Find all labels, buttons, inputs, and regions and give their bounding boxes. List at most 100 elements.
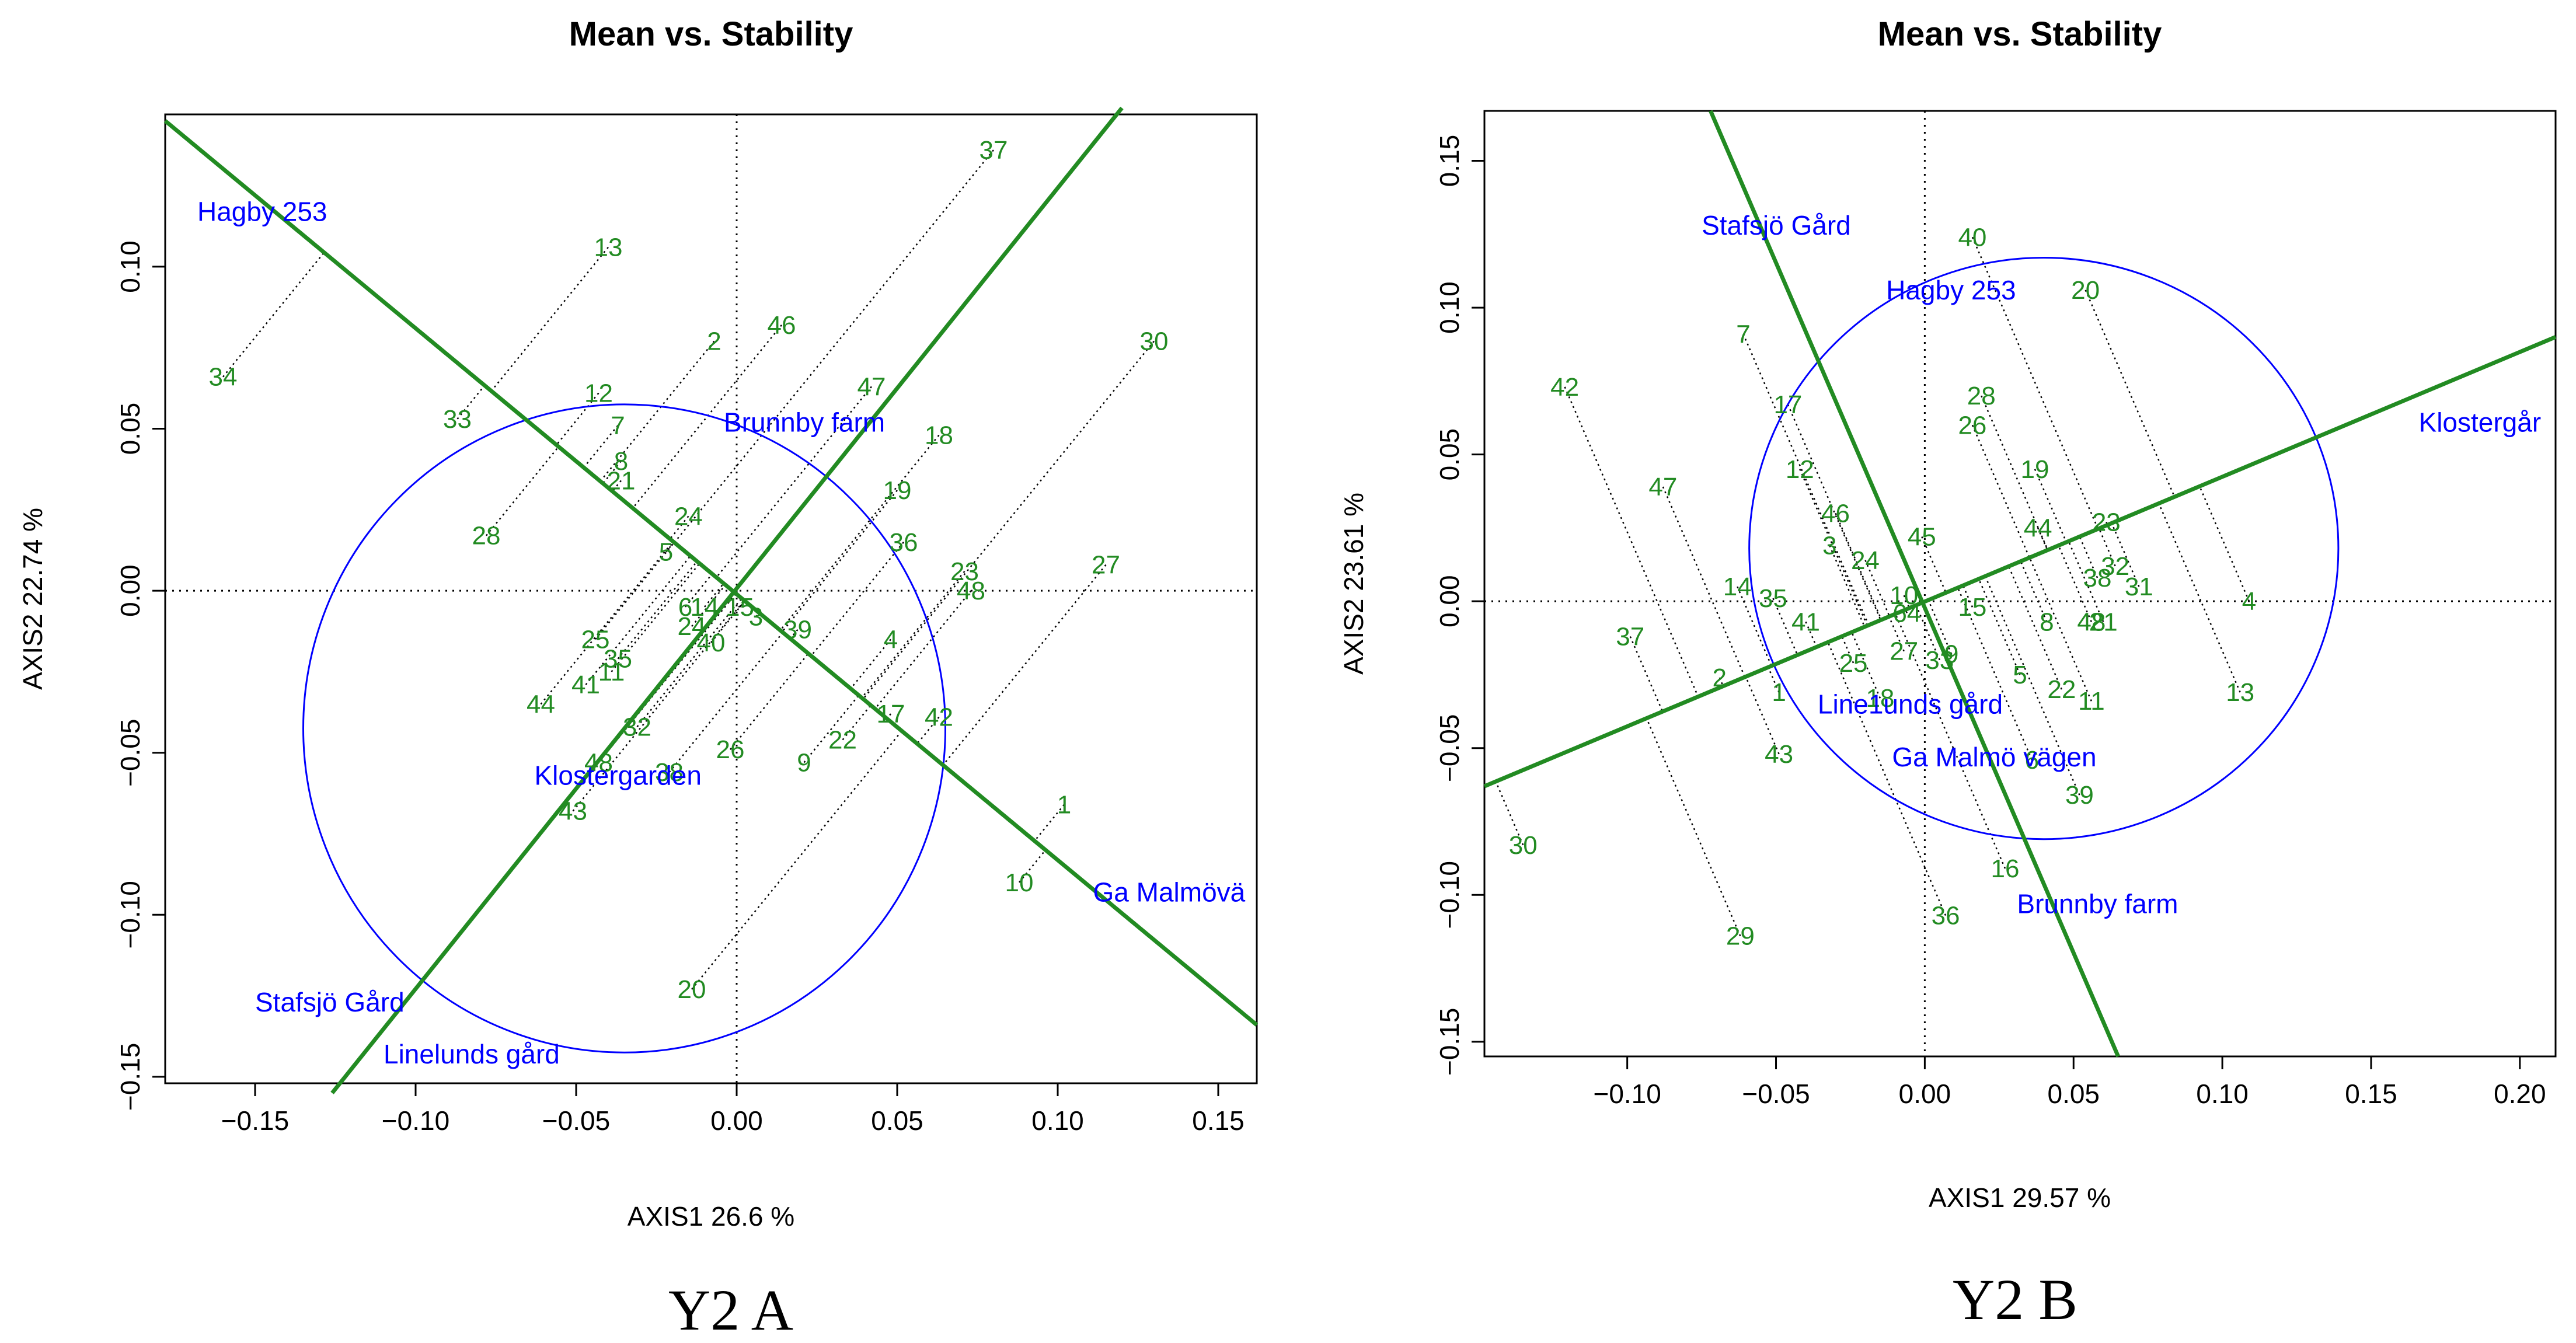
projection-line [665, 542, 675, 553]
environment-label: Brunnby farm [2017, 888, 2178, 919]
projection-line [685, 573, 713, 608]
projection-line [789, 629, 799, 639]
y-tick-label: −0.15 [1434, 1008, 1465, 1076]
genotype-label: 46 [1821, 499, 1850, 528]
projection-line [1799, 469, 1868, 626]
genotype-label: 39 [783, 616, 812, 644]
genotype-label: 48 [957, 577, 985, 605]
genotype-label: 16 [1991, 854, 2020, 883]
projection-line [583, 425, 619, 468]
x-tick-label: 0.05 [2047, 1079, 2100, 1109]
genotype-label: 41 [571, 671, 600, 699]
panel-y2a: Mean vs. Stability −0.15 −0.10 −0.05 0.00 0.… [18, 15, 1259, 1342]
genotype-label: 47 [1648, 473, 1677, 501]
genotype-label: 27 [1092, 551, 1120, 580]
projection-line [1978, 578, 2021, 675]
genotype-label: 2 [1712, 664, 1726, 692]
genotype-label: 13 [594, 233, 623, 262]
environment-label: Stafsjö Gård [1702, 210, 1851, 240]
genotype-label: 30 [1509, 831, 1538, 860]
projection-line [572, 599, 745, 812]
genotype-label: 24 [674, 502, 703, 531]
genotype-label: 42 [925, 703, 953, 732]
genotype-label: 36 [890, 528, 918, 557]
projection-line [540, 540, 674, 705]
genotype-label: 41 [1791, 608, 1820, 636]
projection-line [2007, 566, 2063, 690]
projection-line [810, 542, 904, 657]
projection-line [2084, 289, 2176, 497]
genotype-label: 3 [749, 603, 763, 632]
genotype-label: 26 [1958, 411, 1986, 439]
y-tick-label: 0.00 [115, 564, 145, 617]
environment-label: Ga Malmövä [1093, 877, 1246, 907]
genotype-label: 15 [1958, 593, 1986, 622]
projection-line [668, 632, 784, 773]
projection-line [556, 392, 599, 446]
genotype-label: 24 [678, 612, 706, 641]
y-tick-label: 0.00 [1434, 575, 1465, 627]
environment-label: Hagby 253 [197, 197, 327, 227]
x-axis-label-a: AXIS1 26.6 % [628, 1201, 794, 1232]
projection-line [674, 149, 994, 543]
genotype-label: 17 [1773, 390, 1802, 419]
genotype-label: 2 [707, 327, 721, 356]
ate-line [163, 119, 1259, 1027]
reference-circle [302, 403, 946, 1054]
projection-line [755, 612, 760, 618]
y-tick-label: −0.05 [115, 719, 145, 787]
genotype-label: 34 [209, 363, 238, 392]
projection-line [1835, 512, 1883, 620]
genotype-label: 9 [1944, 640, 1958, 669]
axis-zero-lines-a [165, 114, 1257, 1083]
projection-line [2111, 522, 2140, 587]
genotype-label: 10 [1890, 581, 1918, 610]
y-tick-label: 0.15 [1434, 135, 1465, 187]
genotype-label: 6 [678, 593, 692, 622]
environment-labels-b: Stafsjö Gård Hagby 253 Klostergår Line1unds… [1702, 210, 2541, 919]
environment-label: Klostergår [2419, 407, 2542, 437]
projection-line [1827, 641, 1947, 916]
genotype-label: 37 [979, 136, 1008, 165]
genotype-label: 48 [2077, 608, 2106, 636]
x-tick-label: −0.05 [1742, 1079, 1810, 1109]
genotype-label: 7 [611, 411, 625, 440]
genotype-label: 27 [1890, 637, 1918, 666]
genotype-label: 4 [2242, 587, 2256, 616]
genotype-label: 38 [655, 758, 684, 787]
projection-line [2199, 486, 2250, 602]
genotype-label: 44 [2024, 514, 2052, 542]
genotype-label: 40 [697, 629, 726, 657]
y-tick-label: 0.10 [115, 240, 145, 293]
environment-label: Line1unds gård [1818, 689, 2003, 719]
genotype-label: 22 [828, 726, 857, 755]
genotype-label: 9 [797, 748, 811, 777]
genotype-label: 37 [1616, 623, 1644, 651]
x-tick-label: −0.10 [382, 1105, 449, 1136]
genotype-label: 47 [857, 372, 886, 401]
projection-line [942, 564, 1107, 766]
x-tick-label: −0.15 [221, 1105, 289, 1136]
projection-line [886, 713, 891, 720]
genotype-label: 1 [1772, 678, 1786, 707]
genotype-label: 36 [1932, 902, 1960, 930]
projection-line [862, 340, 1155, 700]
y-axis-label-a: AXIS2 22.74 % [18, 508, 48, 690]
projection-line [1719, 677, 1724, 687]
genotype-label: 17 [877, 700, 905, 728]
environment-label: Stafsjö Gård [255, 987, 405, 1017]
genotype-label: 33 [1925, 646, 1954, 675]
genotype-label: 1 [1057, 791, 1071, 819]
projection-line [1564, 386, 1699, 697]
genotype-label: 15 [726, 593, 754, 622]
genotype-label: 38 [2083, 564, 2112, 592]
genotype-label: 46 [768, 311, 796, 340]
projection-line [874, 590, 972, 710]
projection-line [1019, 849, 1047, 883]
y-tick-label: 0.10 [1434, 281, 1465, 334]
genotype-label: 18 [925, 421, 953, 450]
projection-line [1971, 236, 2099, 529]
panel-caption-a: Y2 A [668, 1278, 793, 1342]
